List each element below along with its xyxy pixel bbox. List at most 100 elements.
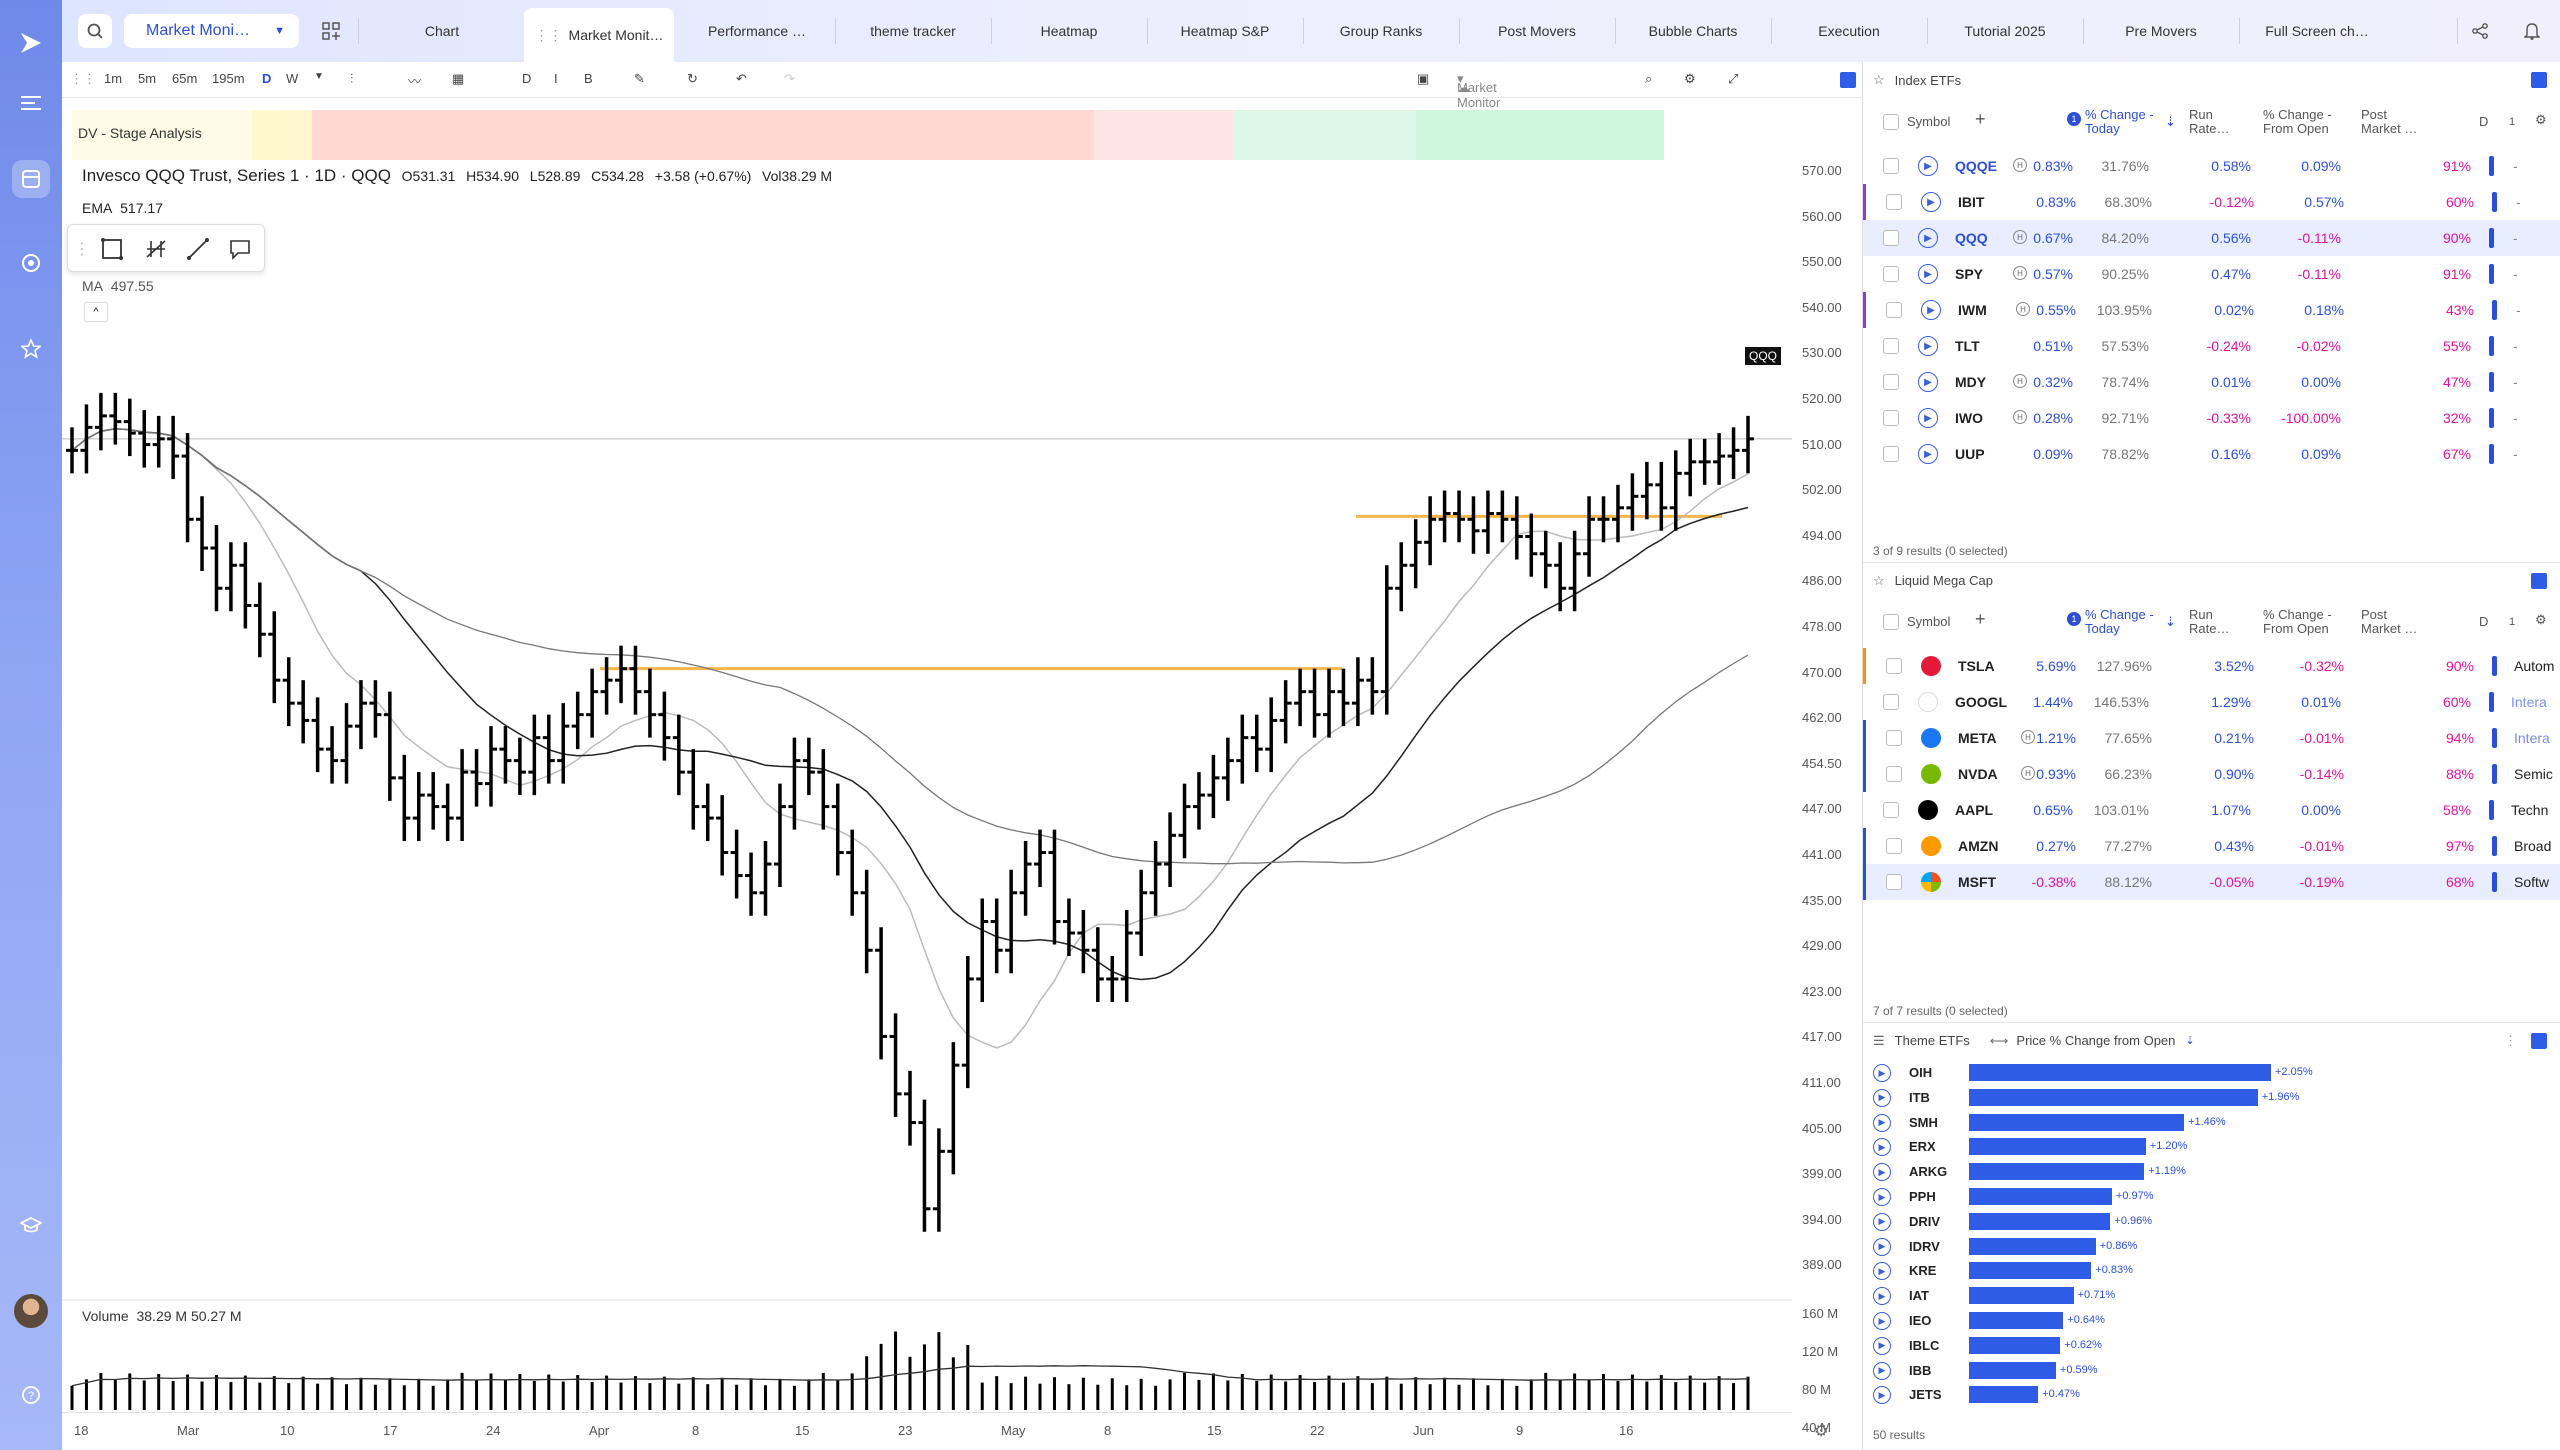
- play-icon[interactable]: ▶: [1873, 1287, 1891, 1306]
- more-icon[interactable]: ⋮: [2504, 1032, 2517, 1048]
- zoom-icon[interactable]: ⌕: [1645, 71, 1653, 86]
- theme-symbol[interactable]: IAT: [1909, 1288, 1929, 1304]
- theme-symbol[interactable]: SMH: [1909, 1114, 1938, 1130]
- play-icon[interactable]: ▶: [1873, 1113, 1891, 1132]
- row-checkbox[interactable]: [1883, 230, 1899, 246]
- theme-bar[interactable]: [1969, 1262, 2092, 1280]
- rectangle-tool-icon[interactable]: [100, 237, 124, 261]
- tab-bubble-charts[interactable]: Bubble Charts: [1618, 14, 1768, 48]
- theme-bar[interactable]: [1969, 1188, 2112, 1205]
- star-icon[interactable]: ☆: [1873, 72, 1885, 87]
- row-checkbox[interactable]: [1886, 302, 1902, 318]
- list-icon[interactable]: ☰: [1873, 1032, 1885, 1048]
- star-icon[interactable]: [12, 330, 50, 368]
- theme-bar[interactable]: [1969, 1287, 2074, 1305]
- gear-icon[interactable]: ⚙: [2535, 112, 2547, 127]
- row-checkbox[interactable]: [1883, 802, 1899, 818]
- theme-bar[interactable]: [1969, 1237, 2096, 1255]
- price-axis[interactable]: 570.00 560.00 550.00 540.00 530.00 520.00 510.…: [1792, 158, 1862, 1298]
- graduation-icon[interactable]: [12, 1206, 50, 1244]
- indicators-icon[interactable]: ⫶: [350, 71, 354, 86]
- play-icon[interactable]: ▶: [1918, 408, 1938, 428]
- add-column-icon[interactable]: +: [1975, 609, 1986, 629]
- star-icon[interactable]: ☆: [1873, 572, 1885, 588]
- blue-square-icon[interactable]: [2531, 1033, 2547, 1049]
- chevron-down-icon[interactable]: ▼: [314, 71, 324, 82]
- target-icon[interactable]: [12, 244, 50, 282]
- table-row[interactable]: ▶ QQQ H 0.67% 84.20% 0.56% -0.11% 90% -: [1863, 220, 2560, 256]
- flag-b[interactable]: B: [584, 71, 593, 86]
- row-checkbox[interactable]: [1886, 874, 1902, 890]
- theme-symbol[interactable]: ARKG: [1909, 1164, 1948, 1180]
- play-icon[interactable]: ▶: [1873, 1386, 1891, 1405]
- avatar[interactable]: [12, 1292, 50, 1330]
- theme-bar[interactable]: [1969, 1163, 2145, 1181]
- blue-square-icon[interactable]: [2531, 72, 2547, 88]
- row-checkbox[interactable]: [1883, 374, 1899, 390]
- tab-execution[interactable]: Execution: [1774, 14, 1924, 48]
- sort-icon[interactable]: ⇣: [2185, 1035, 2195, 1047]
- play-icon[interactable]: ▶: [1873, 1064, 1891, 1082]
- row-checkbox[interactable]: [1883, 446, 1899, 462]
- grid-icon[interactable]: ▦: [452, 71, 465, 86]
- table-row[interactable]: TSLA 5.69% 127.96% 3.52% -0.32% 90% Autom: [1863, 648, 2560, 684]
- theme-symbol[interactable]: IDRV: [1909, 1238, 1940, 1254]
- table-row[interactable]: GOOGL 1.44% 146.53% 1.29% 0.01% 60% Intera: [1863, 684, 2560, 720]
- play-icon[interactable]: ▶: [1873, 1188, 1891, 1206]
- theme-symbol[interactable]: ERX: [1909, 1139, 1936, 1155]
- row-checkbox[interactable]: [1883, 410, 1899, 426]
- menu-icon[interactable]: [12, 84, 50, 122]
- table-row[interactable]: ▶ IBIT 0.83% 68.30% -0.12% 0.57% 60% -: [1863, 184, 2560, 220]
- table-row[interactable]: ▶ IWO H 0.28% 92.71% -0.33% -100.00% 32% -: [1863, 400, 2560, 436]
- row-checkbox[interactable]: [1886, 658, 1902, 674]
- play-icon[interactable]: ▶: [1873, 1237, 1891, 1256]
- blue-square-icon[interactable]: [1840, 72, 1856, 88]
- line-chart-icon[interactable]: 〰: [408, 74, 422, 89]
- theme-bar[interactable]: [1969, 1386, 2039, 1404]
- theme-symbol[interactable]: IEO: [1909, 1313, 1932, 1328]
- tab-grid-button[interactable]: [314, 14, 348, 48]
- theme-symbol[interactable]: DRIV: [1909, 1213, 1941, 1229]
- theme-symbol[interactable]: IBLC: [1909, 1337, 1940, 1353]
- play-icon[interactable]: ▶: [1918, 264, 1938, 284]
- settings-icon[interactable]: ⚙: [1814, 1423, 1829, 1440]
- play-icon[interactable]: ▶: [1873, 1262, 1891, 1281]
- interval-195m[interactable]: 195m: [212, 71, 245, 86]
- play-icon[interactable]: ▶: [1918, 372, 1938, 392]
- interval-5m[interactable]: 5m: [138, 71, 157, 86]
- table-row[interactable]: ▶ QQQE H 0.83% 31.76% 0.58% 0.09% 91% -: [1863, 148, 2560, 184]
- table-row[interactable]: ▶ TLT 0.51% 57.53% -0.24% -0.02% 55% -: [1863, 328, 2560, 364]
- row-checkbox[interactable]: [1886, 730, 1902, 746]
- play-icon[interactable]: ▶: [1873, 1361, 1891, 1380]
- play-icon[interactable]: ▶: [1918, 228, 1938, 248]
- sort-desc-icon[interactable]: ⇣: [2165, 114, 2176, 129]
- row-checkbox[interactable]: [1886, 194, 1902, 210]
- row-checkbox[interactable]: [1883, 694, 1899, 710]
- row-checkbox[interactable]: [1883, 158, 1899, 174]
- fullscreen-icon[interactable]: ⤢: [1728, 71, 1739, 86]
- tab-group-ranks[interactable]: Group Ranks: [1306, 14, 1456, 48]
- theme-symbol[interactable]: KRE: [1909, 1263, 1937, 1279]
- search-button[interactable]: [78, 14, 112, 48]
- add-column-icon[interactable]: +: [1975, 109, 1986, 129]
- notifications-button[interactable]: [2519, 18, 2545, 44]
- theme-bar[interactable]: [1969, 1064, 2271, 1081]
- table-row[interactable]: NVDA H 0.93% 66.23% 0.90% -0.14% 88% Semic: [1863, 756, 2560, 792]
- play-icon[interactable]: ▶: [1918, 156, 1938, 176]
- tab-heatmap[interactable]: Heatmap: [994, 14, 1144, 48]
- play-icon[interactable]: ▶: [1873, 1163, 1891, 1182]
- theme-bar[interactable]: [1969, 1312, 2064, 1329]
- select-all-checkbox[interactable]: [1883, 114, 1899, 130]
- tab-theme-tracker[interactable]: theme tracker: [838, 14, 988, 48]
- theme-symbol[interactable]: IBB: [1909, 1362, 1932, 1378]
- price-chart[interactable]: [62, 62, 1862, 1450]
- table-row[interactable]: ▶ SPY H 0.57% 90.25% 0.47% -0.11% 91% -: [1863, 256, 2560, 292]
- panel-icon[interactable]: ▣: [1417, 71, 1430, 86]
- interval-65m[interactable]: 65m: [172, 71, 198, 86]
- undo-icon[interactable]: ↶: [736, 71, 747, 86]
- layout-name-selector[interactable]: ☁ Market Monitor ▾: [1457, 71, 1501, 110]
- tab-performance[interactable]: Performance …: [682, 14, 832, 48]
- table-row[interactable]: ▶ MDY H 0.32% 78.74% 0.01% 0.00% 47% -: [1863, 364, 2560, 400]
- select-all-checkbox[interactable]: [1883, 614, 1899, 630]
- table-row[interactable]: ▶ IWM H 0.55% 103.95% 0.02% 0.18% 43% -: [1863, 292, 2560, 328]
